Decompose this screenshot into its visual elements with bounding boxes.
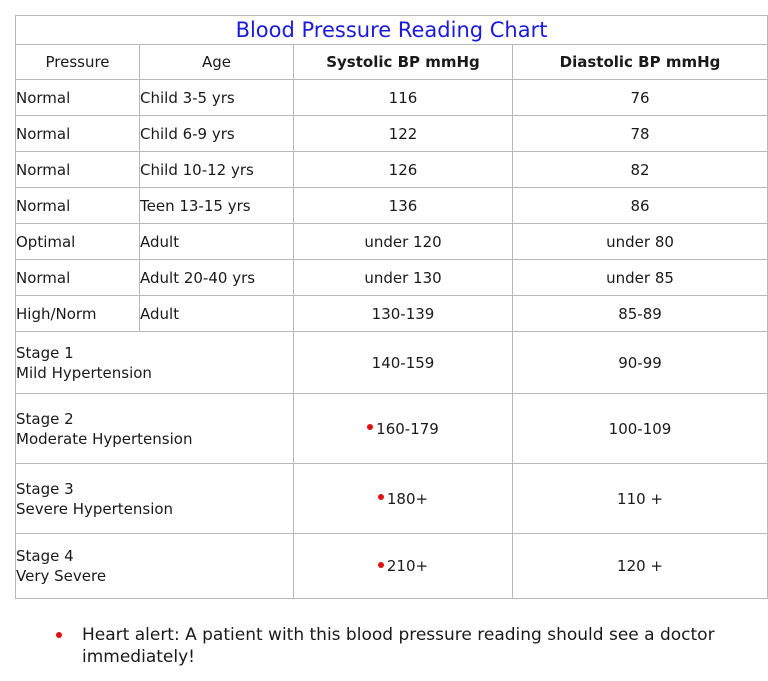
stage-label: Stage 2 Moderate Hypertension [15, 393, 294, 464]
table-row: Normal Teen 13-15 yrs 136 86 [15, 187, 768, 224]
table-row: Normal Child 10-12 yrs 126 82 [15, 151, 768, 188]
stage-label: Stage 4 Very Severe [15, 533, 294, 599]
table-row: Normal Child 6-9 yrs 122 78 [15, 115, 768, 152]
systolic-value: 160-179 [376, 419, 439, 438]
cell-age: Adult 20-40 yrs [139, 259, 294, 296]
alert-dot-icon [377, 494, 384, 500]
bp-table: Blood Pressure Reading Chart Pressure Ag… [14, 15, 768, 599]
cell-diastolic: under 85 [511, 259, 768, 296]
stage-row: Stage 2 Moderate Hypertension 160-179 10… [15, 393, 768, 464]
heart-alert-note: Heart alert: A patient with this blood p… [56, 624, 756, 668]
cell-pressure: Optimal [15, 223, 140, 260]
cell-diastolic: 120 + [511, 533, 768, 599]
cell-systolic: 210+ [293, 533, 513, 599]
header-row: Pressure Age Systolic BP mmHg Diastolic … [15, 44, 768, 80]
stage-label: Stage 3 Severe Hypertension [15, 463, 294, 534]
table-row: High/Norm Adult 130-139 85-89 [15, 295, 768, 332]
cell-age: Adult [139, 223, 294, 260]
cell-age: Child 10-12 yrs [139, 151, 294, 188]
chart-title: Blood Pressure Reading Chart [14, 15, 768, 45]
stage-label: Stage 1 Mild Hypertension [15, 331, 294, 394]
systolic-value: 140-159 [371, 353, 435, 372]
cell-systolic: 180+ [293, 463, 513, 534]
header-pressure: Pressure [15, 44, 140, 80]
stage-description: Very Severe [16, 567, 107, 585]
alert-dot-icon [377, 561, 384, 568]
systolic-value: 180+ [386, 489, 429, 508]
stage-description: Severe Hypertension [16, 499, 174, 518]
table-row: Normal Child 3-5 yrs 116 76 [15, 79, 768, 116]
cell-diastolic: 82 [511, 151, 768, 188]
stage-description: Moderate Hypertension [16, 429, 193, 448]
cell-systolic: 116 [293, 79, 513, 116]
cell-systolic: 126 [293, 151, 513, 188]
bp-chart: Blood Pressure Reading Chart Pressure Ag… [14, 15, 768, 599]
cell-pressure: Normal [15, 187, 140, 224]
cell-pressure: Normal [15, 151, 140, 188]
cell-pressure: Normal [15, 259, 140, 296]
cell-diastolic: 90-99 [511, 331, 768, 394]
cell-systolic: 160-179 [293, 393, 513, 464]
cell-diastolic: 86 [511, 187, 768, 224]
header-systolic: Systolic BP mmHg [293, 44, 513, 80]
heart-alert-text: Heart alert: A patient with this blood p… [82, 625, 715, 667]
header-age: Age [139, 44, 294, 80]
cell-diastolic: 76 [511, 79, 768, 116]
cell-diastolic: 110 + [511, 463, 768, 534]
cell-pressure: Normal [15, 79, 140, 116]
table-row: Optimal Adult under 120 under 80 [15, 223, 768, 260]
cell-systolic: 136 [293, 187, 513, 224]
bullet-dot-icon [56, 632, 62, 638]
stage-number: Stage 4 [16, 547, 74, 565]
cell-diastolic: 78 [511, 115, 768, 152]
cell-systolic: 122 [293, 115, 513, 152]
alert-dot-icon [367, 424, 374, 430]
cell-age: Adult [139, 295, 294, 332]
stage-row: Stage 1 Mild Hypertension 140-159 90-99 [15, 331, 768, 394]
header-diastolic: Diastolic BP mmHg [511, 44, 768, 80]
stage-description: Mild Hypertension [16, 363, 152, 382]
cell-systolic: under 120 [293, 223, 513, 260]
cell-age: Child 3-5 yrs [139, 79, 294, 116]
cell-diastolic: 85-89 [511, 295, 768, 332]
stage-number: Stage 2 [16, 409, 74, 428]
stage-number: Stage 3 [16, 479, 74, 498]
stage-row: Stage 3 Severe Hypertension 180+ 110 + [15, 463, 768, 534]
cell-pressure: Normal [15, 115, 140, 152]
table-row: Normal Adult 20-40 yrs under 130 under 8… [15, 259, 768, 296]
cell-systolic: 140-159 [293, 331, 513, 394]
cell-pressure: High/Norm [15, 295, 140, 332]
cell-diastolic: 100-109 [511, 393, 768, 464]
cell-age: Child 6-9 yrs [139, 115, 294, 152]
cell-systolic: under 130 [293, 259, 513, 296]
cell-diastolic: under 80 [511, 223, 768, 260]
cell-age: Teen 13-15 yrs [139, 187, 294, 224]
stage-row: Stage 4 Very Severe 210+ 120 + [15, 533, 768, 599]
systolic-value: 210+ [386, 557, 429, 575]
stage-number: Stage 1 [16, 343, 74, 362]
cell-systolic: 130-139 [293, 295, 513, 332]
